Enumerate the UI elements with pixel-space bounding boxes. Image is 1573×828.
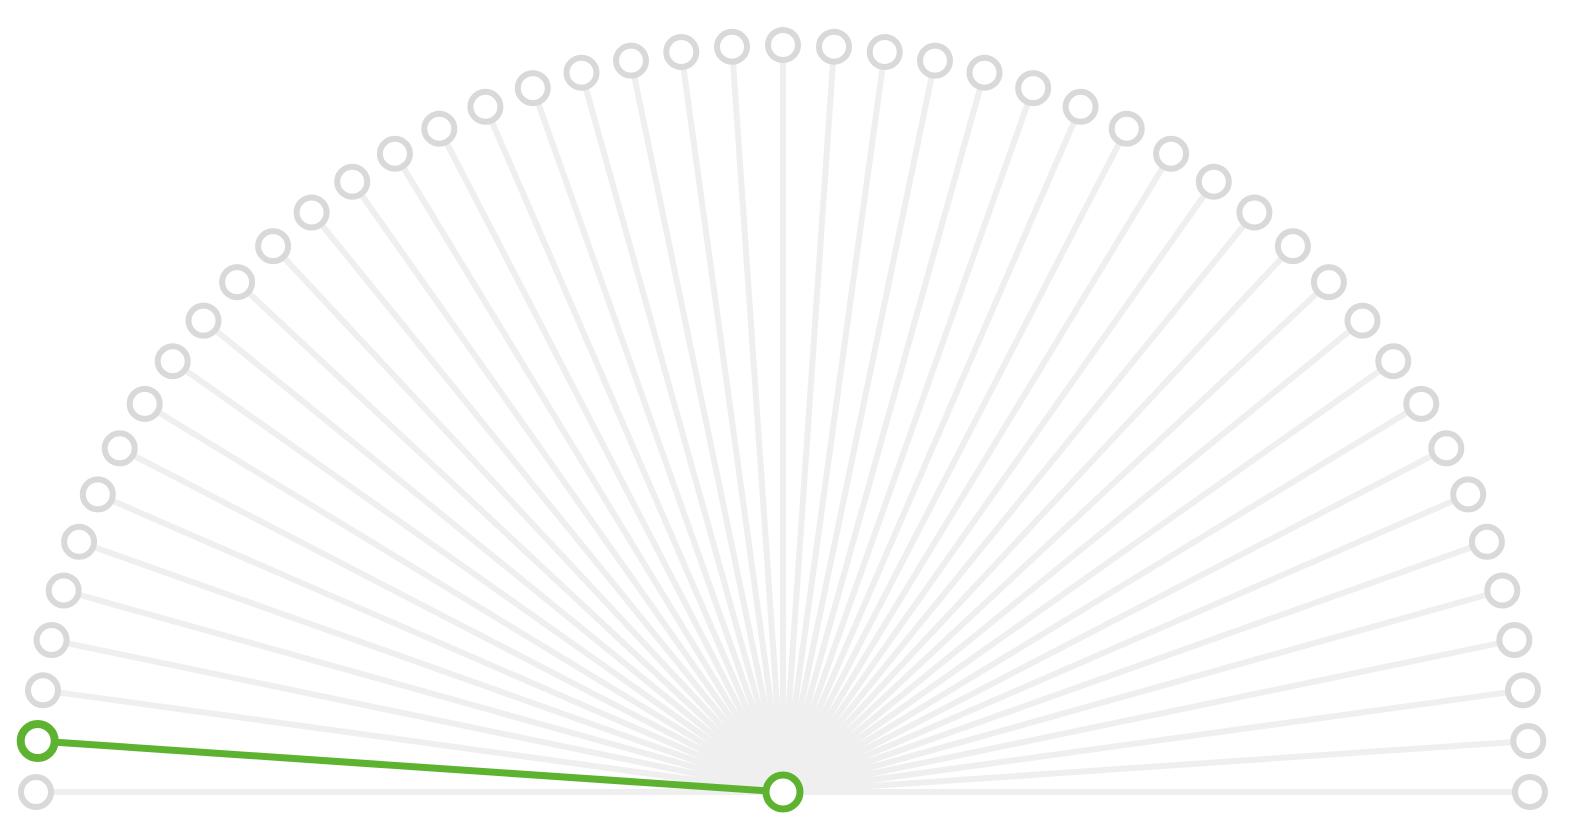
spoke-line-5	[60, 587, 786, 795]
spoke-line-40	[780, 445, 1450, 795]
spoke-handle-27[interactable]	[917, 42, 953, 79]
spoke-line-35	[780, 243, 1296, 795]
spoke-lines	[33, 42, 1533, 795]
spoke-line-14	[308, 209, 786, 795]
spoke-line-43	[780, 587, 1506, 795]
spoke-handle-8[interactable]	[101, 430, 138, 467]
spoke-handle-32[interactable]	[1153, 135, 1190, 172]
spoke-line-4	[48, 637, 786, 795]
spoke-line-38	[780, 358, 1397, 795]
pivot-handle[interactable]	[762, 771, 804, 813]
selected-spoke-line	[34, 737, 787, 796]
spoke-handle-19[interactable]	[514, 70, 551, 107]
spoke-handle-34[interactable]	[1236, 194, 1273, 231]
spoke-handle-5[interactable]	[45, 572, 82, 609]
spoke-line-34	[780, 209, 1258, 795]
spoke-handle-15[interactable]	[334, 163, 371, 200]
spoke-line-13	[270, 243, 786, 795]
spoke-handle-47[interactable]	[1512, 774, 1548, 810]
spoke-line-6	[76, 538, 786, 795]
spoke-line-33	[780, 178, 1217, 795]
spoke-handle-11[interactable]	[185, 302, 222, 339]
spoke-handle-37[interactable]	[1344, 302, 1381, 339]
spoke-line-37	[780, 317, 1366, 795]
spoke-handle-16[interactable]	[376, 135, 413, 172]
spoke-handle-45[interactable]	[1505, 672, 1541, 709]
spoke-handle-26[interactable]	[866, 34, 903, 70]
spoke-line-23	[729, 43, 786, 795]
spoke-handle-1[interactable]	[18, 774, 54, 810]
spoke-handle-43[interactable]	[1484, 572, 1521, 609]
spoke-handle-31[interactable]	[1108, 110, 1145, 147]
spoke-line-27	[780, 57, 938, 795]
spoke-handle-28[interactable]	[966, 54, 1003, 91]
spoke-line-41	[780, 491, 1472, 795]
spoke-handle-20[interactable]	[563, 54, 600, 91]
selected-spoke-handle[interactable]	[16, 720, 59, 762]
spoke-line-9	[141, 400, 786, 795]
spoke-handle-33[interactable]	[1195, 163, 1232, 200]
spoke-line-10	[169, 358, 786, 795]
spoke-handle-10[interactable]	[154, 343, 191, 380]
spoke-line-11	[200, 317, 786, 795]
spoke-line-17	[436, 125, 786, 795]
spoke-line-30	[780, 103, 1084, 795]
spoke-handle-39[interactable]	[1403, 385, 1440, 422]
spoke-line-44	[780, 637, 1518, 795]
spoke-handle-18[interactable]	[467, 88, 504, 125]
spoke-handle-38[interactable]	[1375, 343, 1412, 380]
spoke-handle-12[interactable]	[219, 264, 256, 301]
spoke-handle-46[interactable]	[1510, 723, 1547, 759]
spoke-handle-23[interactable]	[714, 28, 750, 65]
spoke-line-20	[578, 69, 786, 795]
spoke-handle-6[interactable]	[61, 523, 98, 560]
spoke-handle-3[interactable]	[25, 672, 61, 709]
spoke-line-45	[780, 687, 1526, 795]
spoke-handle-40[interactable]	[1428, 430, 1465, 467]
active-spoke-group	[16, 720, 804, 813]
spoke-line-32	[780, 150, 1175, 795]
spoke-handle-21[interactable]	[613, 42, 649, 79]
spoke-handle-24[interactable]	[765, 27, 801, 63]
spoke-handle-25[interactable]	[816, 28, 852, 65]
spoke-handle-41[interactable]	[1450, 476, 1487, 513]
spoke-line-26	[780, 49, 888, 795]
spoke-handle-9[interactable]	[126, 385, 163, 422]
spoke-line-18	[482, 103, 786, 795]
spoke-line-39	[780, 400, 1425, 795]
spoke-line-25	[780, 43, 837, 795]
spoke-line-7	[94, 491, 786, 795]
spoke-handles	[18, 27, 1548, 810]
spoke-line-29	[780, 85, 1037, 795]
spoke-handle-14[interactable]	[293, 194, 330, 231]
spoke-handle-44[interactable]	[1496, 622, 1533, 658]
spoke-line-28	[780, 69, 988, 795]
spoke-handle-13[interactable]	[255, 228, 292, 265]
spoke-line-19	[529, 85, 786, 795]
spoke-line-3	[40, 687, 786, 795]
spoke-line-15	[349, 178, 786, 795]
spoke-handle-29[interactable]	[1015, 70, 1052, 107]
spoke-handle-4[interactable]	[33, 622, 70, 658]
spoke-line-12	[234, 279, 786, 795]
spoke-line-46	[780, 738, 1532, 795]
spoke-handle-17[interactable]	[421, 110, 458, 147]
spoke-line-8	[116, 445, 786, 795]
spoke-line-31	[780, 125, 1130, 795]
spoke-handle-35[interactable]	[1274, 228, 1311, 265]
spoke-handle-36[interactable]	[1310, 264, 1347, 301]
spoke-handle-42[interactable]	[1468, 523, 1505, 560]
spoke-handle-30[interactable]	[1062, 88, 1099, 125]
spoke-line-16	[391, 150, 786, 795]
spoke-line-42	[780, 538, 1490, 795]
spoke-line-21	[628, 57, 786, 795]
spoke-line-22	[678, 49, 786, 795]
spoke-line-36	[780, 279, 1332, 795]
spoke-handle-7[interactable]	[79, 476, 116, 513]
spoke-handle-22[interactable]	[663, 34, 700, 70]
